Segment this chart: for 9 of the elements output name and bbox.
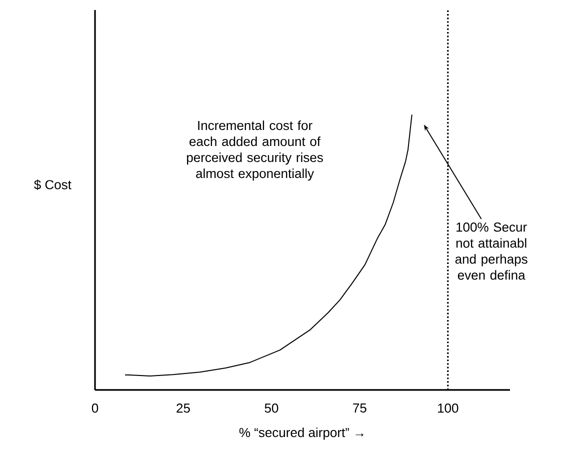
annotation: Incremental cost for each added amount of perceived security rises almost exponentially [186,120,323,181]
y-axis-title: $ Cost [34,180,72,190]
x-axis-title: % “secured airport” → [239,428,364,440]
x-tick-label: 50 [264,404,278,413]
x-tick-label: 75 [353,404,366,413]
x-tick-label: 0 [92,404,98,413]
annotation: 100% Secur not attainabl and perhaps even defina [455,222,528,280]
x-tick-label: 25 [176,404,190,413]
x-tick-label: 100 [438,404,458,413]
